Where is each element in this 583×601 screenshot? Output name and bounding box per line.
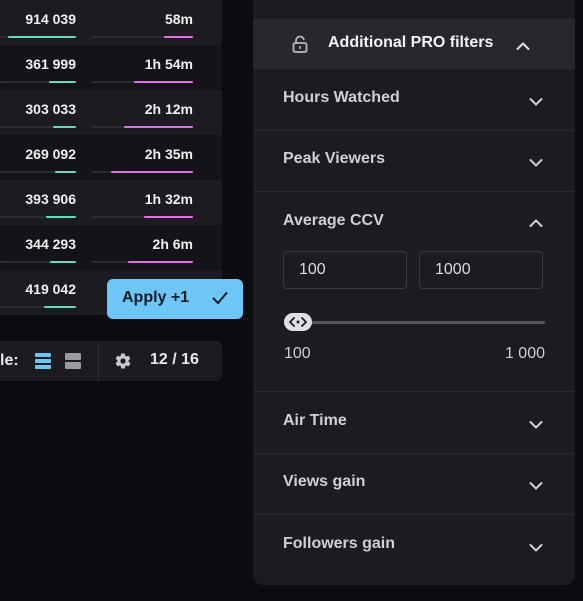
filter-air-time[interactable]: Air Time xyxy=(253,392,575,454)
filter-title: Average CCV xyxy=(283,212,384,229)
value-bar-fill xyxy=(55,171,76,173)
columns-count: 12 / 16 xyxy=(150,351,199,368)
apply-label: Apply +1 xyxy=(122,289,189,307)
ccv-range-slider-handle[interactable] xyxy=(284,313,312,331)
time-cell: 2h 12m xyxy=(144,101,193,117)
filter-title: Hours Watched xyxy=(283,89,400,106)
value-bar xyxy=(0,261,76,263)
filter-title: Followers gain xyxy=(283,535,396,552)
table-row[interactable]: 269 092 2h 35m xyxy=(0,135,222,180)
table-row[interactable]: 361 999 1h 54m xyxy=(0,45,222,90)
filter-views-gain[interactable]: Views gain xyxy=(253,453,575,515)
apply-text: Apply xyxy=(122,289,171,306)
value-cell: 419 042 xyxy=(25,281,76,297)
ccv-max-input[interactable] xyxy=(419,251,543,289)
chevron-down-icon[interactable] xyxy=(529,540,543,558)
value-bar xyxy=(0,216,76,218)
value-bar-fill xyxy=(46,216,76,218)
view-mode-bar: le: 12 / 16 xyxy=(0,341,222,381)
value-cell: 269 092 xyxy=(25,146,76,162)
time-bar-fill xyxy=(123,126,193,128)
filter-hours-watched[interactable]: Hours Watched xyxy=(253,69,575,131)
table-row[interactable]: 914 039 58m xyxy=(0,0,222,45)
value-bar xyxy=(0,306,76,308)
ccv-range-slider-track[interactable] xyxy=(286,321,545,324)
time-bar-fill xyxy=(144,216,193,218)
time-bar xyxy=(91,81,193,83)
table-row[interactable]: 344 293 2h 6m xyxy=(0,225,222,270)
time-cell: 2h 35m xyxy=(144,146,193,162)
value-bar xyxy=(0,81,76,83)
card-view-icon[interactable] xyxy=(65,353,81,374)
chevron-up-icon[interactable] xyxy=(529,215,543,233)
filters-panel: Additional PRO filters Hours Watched Pea… xyxy=(253,0,575,585)
value-bar-fill xyxy=(7,36,76,38)
value-cell: 914 039 xyxy=(25,11,76,27)
value-bar xyxy=(0,126,76,128)
apply-count: +1 xyxy=(170,289,190,306)
apply-filters-button[interactable]: Apply +1 xyxy=(107,279,243,319)
chevron-down-icon[interactable] xyxy=(529,155,543,173)
table-row[interactable]: 393 906 1h 32m xyxy=(0,180,222,225)
value-bar-fill xyxy=(50,261,76,263)
time-cell: 1h 32m xyxy=(144,191,193,207)
filter-title: Air Time xyxy=(283,412,347,429)
filter-average-ccv: Average CCV 100 1 000 xyxy=(253,191,575,392)
range-max-label: 1 000 xyxy=(504,345,545,362)
time-bar xyxy=(91,126,193,128)
range-min-label: 100 xyxy=(284,345,311,362)
time-bar-fill xyxy=(164,36,193,38)
value-bar xyxy=(0,36,76,38)
list-view-icon[interactable] xyxy=(35,353,51,374)
table-row[interactable]: 303 033 2h 12m xyxy=(0,90,222,135)
value-cell: 303 033 xyxy=(25,101,76,117)
time-bar-fill xyxy=(133,81,193,83)
lock-icon xyxy=(292,35,308,58)
channel-stats-table: 914 039 58m 361 999 1h 54m 303 033 2h 12… xyxy=(0,0,222,315)
time-bar-fill xyxy=(127,261,193,263)
gear-icon[interactable] xyxy=(114,352,132,375)
value-cell: 361 999 xyxy=(25,56,76,72)
filter-title: Peak Viewers xyxy=(283,150,386,167)
check-icon xyxy=(212,291,228,310)
time-cell: 2h 6m xyxy=(152,236,193,252)
view-mode-label: le: xyxy=(0,352,19,369)
filter-peak-viewers[interactable]: Peak Viewers xyxy=(253,130,575,192)
time-cell: 58m xyxy=(164,11,193,27)
chevron-down-icon[interactable] xyxy=(529,417,543,435)
chevron-down-icon[interactable] xyxy=(529,478,543,496)
value-bar-fill xyxy=(53,126,76,128)
pro-filters-header[interactable]: Additional PRO filters xyxy=(253,19,575,69)
pro-filters-title: Additional PRO filters xyxy=(328,34,494,51)
filter-followers-gain[interactable]: Followers gain xyxy=(253,515,575,576)
value-bar-fill xyxy=(44,306,76,308)
time-bar xyxy=(91,261,193,263)
time-bar xyxy=(91,216,193,218)
value-bar-fill xyxy=(49,81,76,83)
filter-title: Views gain xyxy=(283,473,366,490)
time-bar xyxy=(91,171,193,173)
time-bar-fill xyxy=(111,171,193,173)
value-bar xyxy=(0,171,76,173)
time-cell: 1h 54m xyxy=(144,56,193,72)
chevron-up-icon[interactable] xyxy=(516,38,530,56)
time-bar xyxy=(91,36,193,38)
value-cell: 393 906 xyxy=(25,191,76,207)
value-cell: 344 293 xyxy=(25,236,76,252)
divider xyxy=(98,341,99,381)
ccv-min-input[interactable] xyxy=(283,251,407,289)
chevron-down-icon[interactable] xyxy=(529,94,543,112)
